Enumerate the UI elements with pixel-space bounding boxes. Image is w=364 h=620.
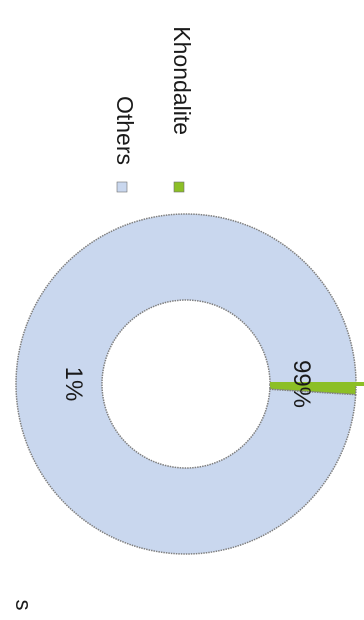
data-label-khondalite: 1% bbox=[60, 367, 87, 402]
legend-swatch-khondalite bbox=[173, 181, 185, 193]
legend: Khondalite Others bbox=[112, 26, 195, 193]
data-label-others: 99% bbox=[288, 360, 315, 408]
clipped-title-fragment: s bbox=[11, 600, 36, 611]
slice-others bbox=[15, 213, 357, 555]
legend-label-khondalite: Khondalite bbox=[169, 26, 195, 135]
legend-swatch-others bbox=[116, 181, 128, 193]
legend-label-others: Others bbox=[112, 96, 138, 165]
slice-khondalite bbox=[269, 383, 357, 396]
doughnut-slices bbox=[15, 213, 364, 555]
